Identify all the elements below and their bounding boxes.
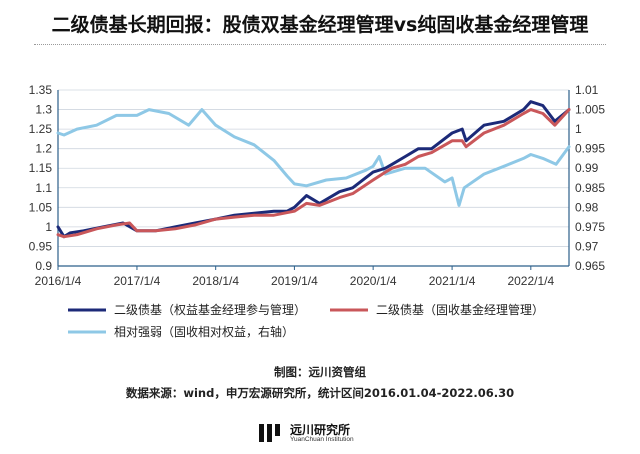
y-right-tick-label: 0.97 bbox=[575, 239, 599, 253]
logo-name: 远川研究所 bbox=[290, 423, 351, 437]
y-left-tick-label: 1.3 bbox=[35, 103, 52, 117]
y-right-tick-label: 1 bbox=[575, 122, 582, 136]
y-right-tick-label: 0.98 bbox=[575, 200, 599, 214]
legend-label: 相对强弱（固收相对权益，右轴） bbox=[114, 324, 294, 339]
y-left-tick-label: 1 bbox=[45, 220, 52, 234]
series-line-equity-managed bbox=[56, 100, 571, 239]
logo-mark-icon bbox=[259, 424, 280, 442]
y-right-tick-label: 0.99 bbox=[575, 161, 599, 175]
legend-label: 二级债基（固收基金经理管理） bbox=[376, 302, 544, 317]
y-left-tick-label: 0.95 bbox=[29, 239, 53, 253]
y-right-tick-label: 0.965 bbox=[575, 259, 605, 273]
series-line-fixed-income-managed bbox=[56, 108, 571, 239]
series-line-relative-strength bbox=[56, 108, 571, 207]
chart-title: 二级债基长期回报：股债双基金经理管理vs纯固收基金经理管理 bbox=[51, 14, 589, 36]
legend-label: 二级债基（权益基金经理参与管理） bbox=[114, 302, 306, 317]
x-tick-label: 2017/1/4 bbox=[114, 274, 161, 288]
y-left-tick-label: 1.1 bbox=[35, 181, 52, 195]
y-left-tick-label: 1.2 bbox=[35, 142, 52, 156]
y-left-tick-label: 1.35 bbox=[29, 83, 53, 97]
y-right-tick-label: 1.005 bbox=[575, 103, 605, 117]
y-right-tick-label: 1.01 bbox=[575, 83, 599, 97]
line-chart: 0.9 0.95 1 1.05 1.1 1.15 1.2 1.25 1.3 1.35 0.965 0.… bbox=[29, 83, 606, 339]
y-left-tick-label: 0.9 bbox=[35, 259, 52, 273]
x-tick-label: 2016/1/4 bbox=[35, 274, 82, 288]
y-left-tick-label: 1.15 bbox=[29, 161, 53, 175]
x-tick-label: 2022/1/4 bbox=[507, 274, 554, 288]
logo-subtitle: YuanChuan Institution bbox=[290, 436, 354, 443]
y-right-tick-label: 0.985 bbox=[575, 181, 605, 195]
x-tick-label: 2019/1/4 bbox=[271, 274, 318, 288]
data-source: 数据来源：wind，申万宏源研究所，统计区间2016.01.04-2022.06… bbox=[125, 386, 515, 400]
title-divider bbox=[34, 44, 606, 45]
y-left-tick-label: 1.25 bbox=[29, 122, 53, 136]
chart-credit: 制图：远川资管组 bbox=[274, 365, 366, 379]
x-tick-label: 2021/1/4 bbox=[429, 274, 476, 288]
logo: 远川研究所 YuanChuan Institution bbox=[258, 420, 388, 448]
y-right-tick-label: 0.975 bbox=[575, 220, 605, 234]
y-right-tick-label: 0.995 bbox=[575, 142, 605, 156]
x-tick-label: 2018/1/4 bbox=[192, 274, 239, 288]
x-tick-label: 2020/1/4 bbox=[350, 274, 397, 288]
y-left-tick-label: 1.05 bbox=[29, 200, 53, 214]
